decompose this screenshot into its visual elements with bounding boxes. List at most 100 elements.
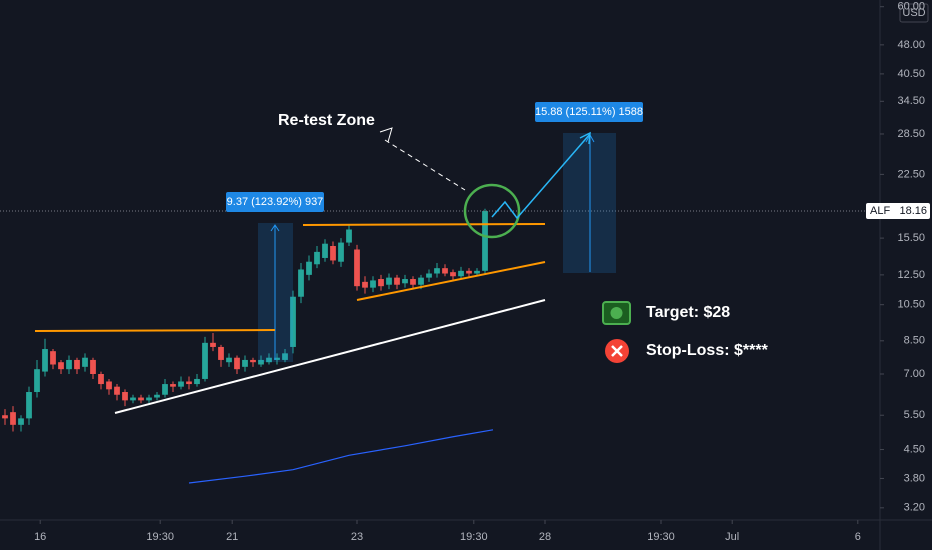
currency-box: [899, 3, 929, 23]
highlight-circle: [463, 183, 521, 239]
plot: [0, 208, 880, 484]
money-icon-coin: [610, 307, 623, 319]
candle-body: [474, 270, 480, 274]
candle-body: [138, 397, 144, 401]
y-tick-label: 60.00: [897, 1, 925, 13]
candle-body: [418, 277, 424, 285]
candle-body: [130, 397, 136, 401]
measure-arrow-head: [270, 224, 280, 232]
candle-body: [330, 246, 336, 261]
projection-arrow: [491, 133, 591, 220]
candle-body: [18, 418, 24, 425]
candle-body: [290, 296, 296, 347]
x-tick-label: 19:30: [647, 531, 675, 543]
measure-label-box: [535, 102, 643, 122]
candle-body: [394, 277, 400, 285]
candle-body: [434, 268, 440, 274]
y-tick-label: 15.50: [897, 232, 925, 244]
retest-label: Re-test Zone: [278, 112, 375, 129]
candle-body: [234, 357, 240, 370]
y-tick-label: 8.50: [904, 335, 925, 347]
candle-body: [466, 270, 472, 274]
target-label: Target: $28: [646, 304, 730, 321]
y-tick-label: 48.00: [897, 39, 925, 51]
candle-body: [218, 346, 224, 360]
candle-body: [178, 381, 184, 387]
candle-body: [258, 359, 264, 365]
x-tick-label: 16: [34, 531, 46, 543]
candle-body: [362, 281, 368, 288]
candle-body: [226, 357, 232, 363]
y-tick-label: 28.50: [897, 128, 925, 140]
y-tick-label: 5.50: [904, 409, 925, 421]
candle-body: [42, 349, 48, 372]
candle-body: [442, 268, 448, 274]
candle-body: [298, 269, 304, 297]
x-tick-label: 28: [539, 531, 551, 543]
candle-body: [338, 242, 344, 262]
candle-body: [58, 362, 64, 370]
candle-body: [122, 392, 128, 401]
x-tick-label: 19:30: [460, 531, 488, 543]
candle-body: [146, 397, 152, 401]
candle-body: [50, 351, 56, 365]
candle-body: [98, 374, 104, 385]
candle-body: [202, 342, 208, 379]
candle-body: [314, 251, 320, 265]
resistance-line: [34, 329, 276, 332]
last-price-box: [866, 203, 930, 220]
candle-body: [482, 211, 488, 271]
x-tick-label: 23: [351, 531, 363, 543]
y-tick-label: 3.80: [904, 472, 925, 484]
candle-body: [410, 279, 416, 285]
candle-body: [426, 273, 432, 278]
dashed-arrow: [384, 139, 466, 191]
candle-body: [162, 384, 168, 395]
stop-icon-cross: [611, 345, 623, 357]
candle-body: [66, 359, 72, 370]
y-tick-label: 34.50: [897, 95, 925, 107]
x-tick-label: 6: [855, 531, 861, 543]
x-tick-label: 19:30: [146, 531, 174, 543]
resistance-line: [302, 223, 546, 226]
currency: USD: [902, 7, 925, 19]
measure-label: 9.37 (123.92%) 937: [227, 196, 324, 208]
candle-body: [354, 249, 360, 287]
candle-body: [386, 277, 392, 285]
candle-body: [322, 243, 328, 258]
candle-body: [242, 359, 248, 367]
candle-body: [458, 270, 464, 277]
y-tick-label: 4.50: [904, 443, 925, 455]
candle-body: [154, 394, 160, 398]
x-tick-label: Jul: [725, 531, 739, 543]
candle-body: [402, 279, 408, 284]
y-tick-label: 3.20: [904, 502, 925, 514]
support-line: [356, 261, 546, 301]
dashed-arrow-head: [379, 127, 393, 143]
candle-body: [370, 280, 376, 288]
candle-body: [170, 384, 176, 387]
last-price-value: 18.16: [899, 205, 927, 217]
y-tick-label: 12.50: [897, 269, 925, 281]
candle-body: [274, 357, 280, 360]
candle-body: [10, 412, 16, 425]
candle-body: [282, 353, 288, 360]
candle-body: [74, 359, 80, 370]
y-tick-label: 7.00: [904, 368, 925, 380]
y-tick-label: 22.50: [897, 168, 925, 180]
candle-body: [2, 415, 8, 419]
candle-body: [114, 386, 120, 395]
candle-body: [26, 392, 32, 419]
moving-average: [188, 429, 494, 484]
candle-body: [90, 359, 96, 375]
candle-body: [266, 357, 272, 363]
y-tick-label: 10.50: [897, 299, 925, 311]
projection-arrow-head: [579, 131, 591, 145]
candle-body: [186, 381, 192, 385]
candle-body: [450, 272, 456, 277]
candle-body: [378, 279, 384, 287]
last-price-symbol: ALF: [870, 205, 890, 217]
candle-body: [34, 369, 40, 393]
candle-body: [306, 261, 312, 275]
